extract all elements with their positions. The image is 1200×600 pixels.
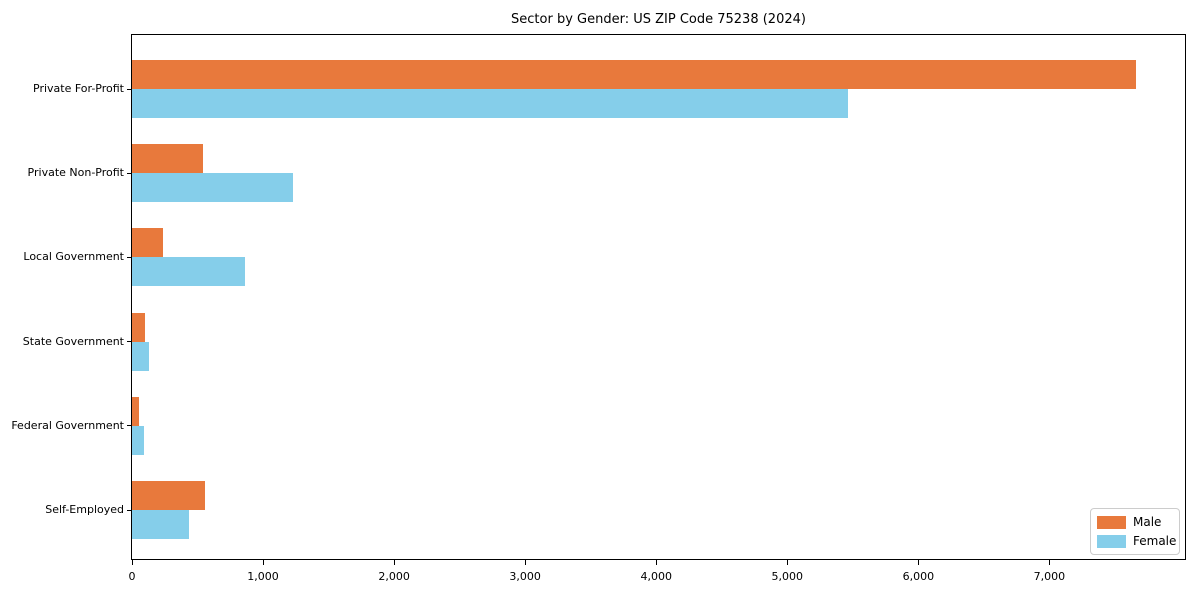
xtick-mark-1000 [262, 560, 264, 565]
ytick-label-local-government: Local Government [23, 250, 124, 264]
xtick-mark-7000 [1048, 560, 1050, 565]
xtick-label-5000: 5,000 [771, 570, 804, 583]
bar-female-local-government [132, 257, 245, 287]
bar-male-private-non-profit [132, 144, 203, 174]
bar-female-private-non-profit [132, 173, 293, 203]
legend-item-male: Male [1097, 515, 1171, 529]
xtick-label-4000: 4,000 [640, 570, 672, 583]
xtick-mark-5000 [786, 560, 788, 565]
ytick-mark-private-non-profit [127, 172, 132, 174]
bar-male-local-government [132, 228, 163, 258]
bar-male-state-government [132, 312, 145, 342]
xtick-mark-6000 [917, 560, 919, 565]
ytick-label-federal-government: Federal Government [11, 418, 124, 432]
chart-title: Sector by Gender: US ZIP Code 75238 (202… [511, 12, 806, 27]
plot-area: Private For-Profit Private Non-Profit Loca… [11, 34, 1186, 583]
ytick-mark-state-government [127, 341, 132, 343]
legend-swatch-female [1097, 534, 1126, 548]
legend-swatch-male [1097, 515, 1126, 529]
ytick-label-private-for-profit: Private For-Profit [33, 82, 124, 95]
xtick-mark-3000 [524, 560, 526, 565]
bar-female-state-government [132, 341, 149, 371]
ytick-label-private-non-profit: Private Non-Profit [27, 166, 124, 180]
bar-male-private-for-profit [132, 60, 1136, 89]
xtick-label-3000: 3,000 [509, 570, 541, 583]
xtick-label-1000: 1,000 [247, 570, 279, 583]
ytick-label-self-employed: Self-Employed [45, 503, 124, 516]
ytick-mark-local-government [127, 256, 132, 258]
ytick-label-state-government: State Government [22, 334, 124, 348]
ytick-mark-private-for-profit [127, 88, 132, 90]
bar-female-self-employed [132, 510, 189, 539]
ytick-mark-federal-government [127, 425, 132, 427]
legend-label-male: Male [1133, 515, 1162, 529]
xtick-label-7000: 7,000 [1033, 570, 1066, 583]
xtick-mark-2000 [393, 560, 395, 565]
xtick-mark-0 [131, 560, 133, 565]
xtick-label-2000: 2,000 [378, 570, 410, 583]
legend-label-female: Female [1133, 534, 1177, 548]
bar-female-private-for-profit [132, 89, 848, 118]
xtick-label-0: 0 [128, 570, 136, 583]
bar-male-federal-government [132, 396, 139, 426]
ytick-mark-self-employed [127, 509, 132, 511]
xtick-label-6000: 6,000 [902, 570, 935, 583]
legend: Male Female [1090, 508, 1180, 555]
bar-male-self-employed [132, 481, 205, 510]
bar-female-federal-government [132, 425, 144, 455]
xtick-mark-4000 [655, 560, 657, 565]
legend-item-female: Female [1097, 534, 1176, 548]
